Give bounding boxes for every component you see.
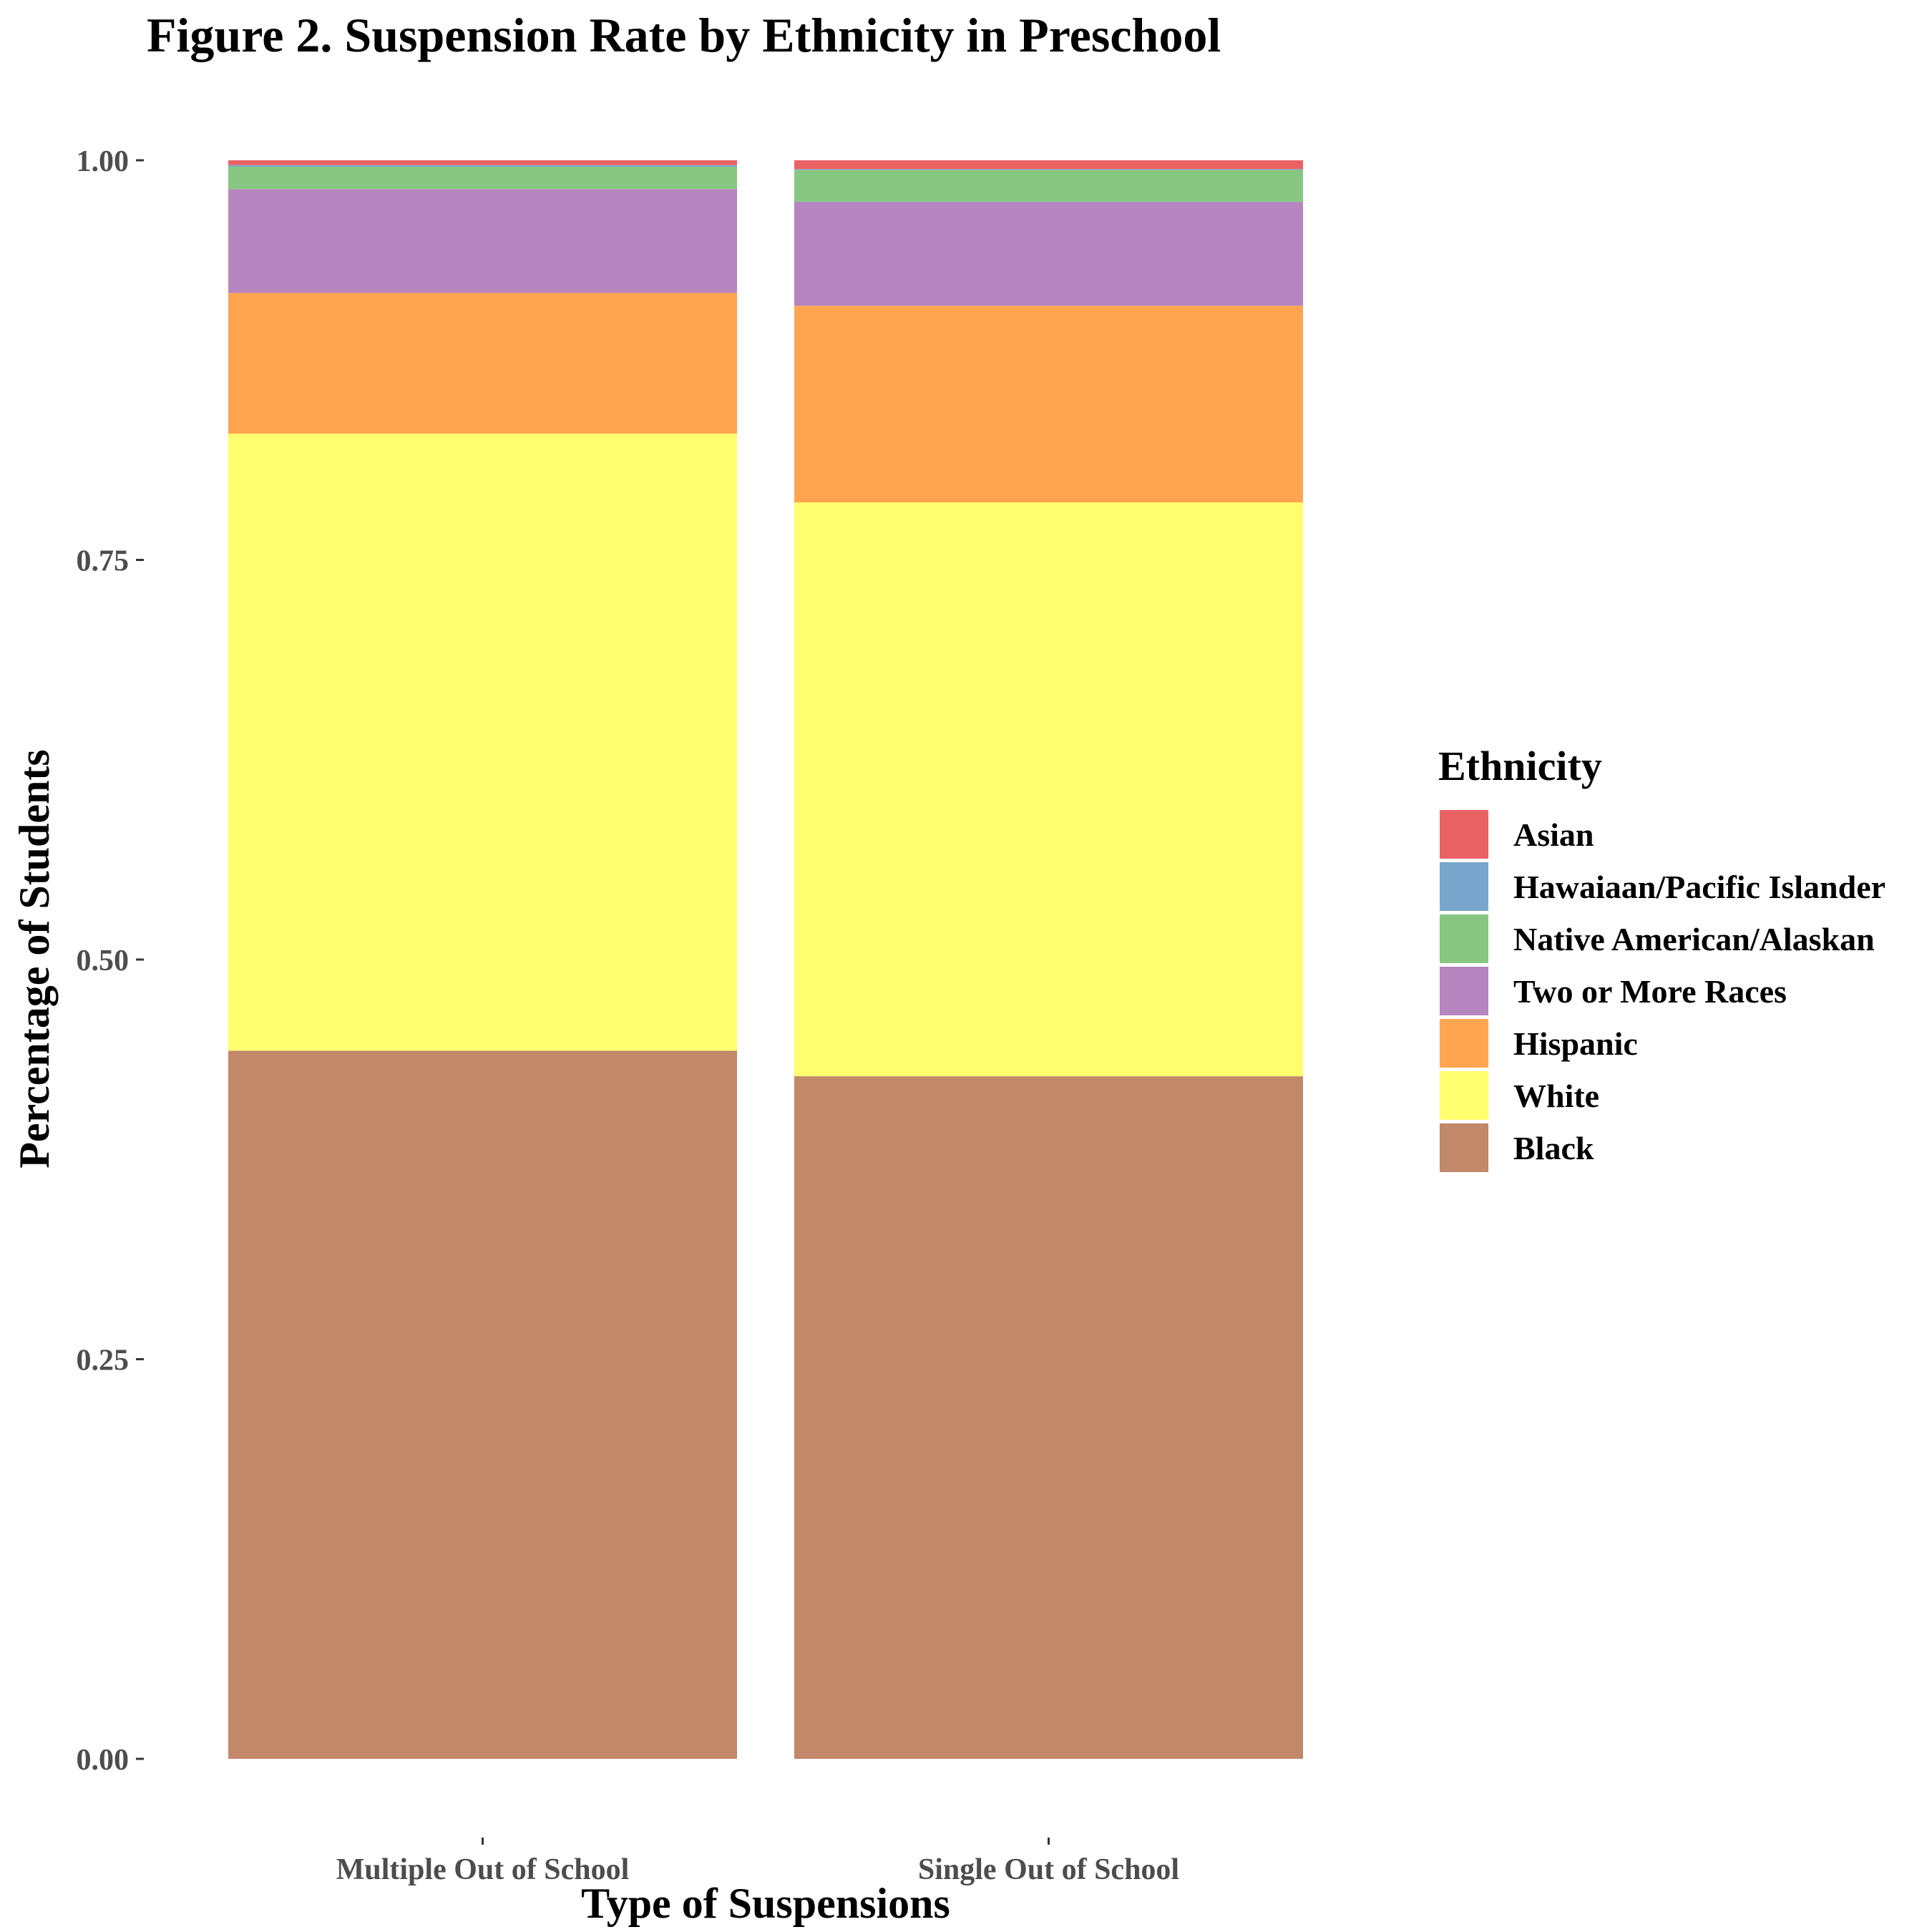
y-axis-title: Percentage of Students	[11, 749, 58, 1168]
legend-swatch-5	[1440, 1071, 1488, 1120]
x-axis: Multiple Out of School Single Out of Scho…	[336, 1838, 1179, 1886]
bar-segment-6-1	[794, 160, 1303, 170]
bar-segment-5-1	[794, 169, 1303, 170]
legend-label-5: White	[1513, 1078, 1599, 1114]
legend-swatch-3	[1440, 967, 1488, 1015]
chart-title: Figure 2. Suspension Rate by Ethnicity i…	[147, 8, 1221, 62]
legend-label-0: Asian	[1513, 816, 1594, 853]
legend-label-3: Two or More Races	[1513, 973, 1787, 1010]
bar-segment-1-0	[228, 434, 737, 1051]
y-tick-label-4: 1.00	[77, 145, 130, 178]
y-tick-label-1: 0.25	[77, 1345, 130, 1377]
y-tick-label-0: 0.00	[77, 1744, 130, 1777]
y-tick-label-3: 0.75	[77, 545, 130, 578]
x-tick-label-0: Multiple Out of School	[336, 1853, 630, 1886]
y-tick-label-2: 0.50	[77, 945, 130, 977]
legend-items: Asian Hawaiaan/Pacific Islander Native Ame…	[1440, 810, 1885, 1172]
x-tick-label-1: Single Out of School	[918, 1853, 1179, 1886]
bar-segment-2-0	[228, 293, 737, 434]
y-axis: 0.00 0.25 0.50 0.75 1.00	[77, 145, 144, 1777]
x-axis-title: Type of Suspensions	[581, 1880, 950, 1927]
legend-swatch-4	[1440, 1019, 1488, 1068]
legend-label-6: Black	[1513, 1130, 1594, 1166]
bar-segment-1-1	[794, 502, 1303, 1077]
bars	[228, 160, 1303, 1759]
legend-swatch-0	[1440, 810, 1488, 859]
bar-segment-3-1	[794, 202, 1303, 306]
bar-segment-0-1	[794, 1076, 1303, 1759]
bar-segment-3-0	[228, 189, 737, 293]
bar-segment-6-0	[228, 160, 737, 165]
legend: Ethnicity Asian Hawaiaan/Pacific Islander…	[1438, 743, 1885, 1172]
bar-segment-5-0	[228, 165, 737, 167]
legend-label-2: Native American/Alaskan	[1513, 921, 1875, 957]
bar-segment-2-1	[794, 306, 1303, 503]
bar-segment-4-1	[794, 170, 1303, 203]
legend-swatch-2	[1440, 914, 1488, 963]
bar-segment-0-0	[228, 1050, 737, 1759]
legend-swatch-6	[1440, 1123, 1488, 1172]
legend-label-1: Hawaiaan/Pacific Islander	[1513, 869, 1885, 905]
legend-swatch-1	[1440, 862, 1488, 911]
legend-title: Ethnicity	[1438, 743, 1602, 789]
legend-label-4: Hispanic	[1513, 1025, 1638, 1062]
bar-segment-4-0	[228, 166, 737, 190]
